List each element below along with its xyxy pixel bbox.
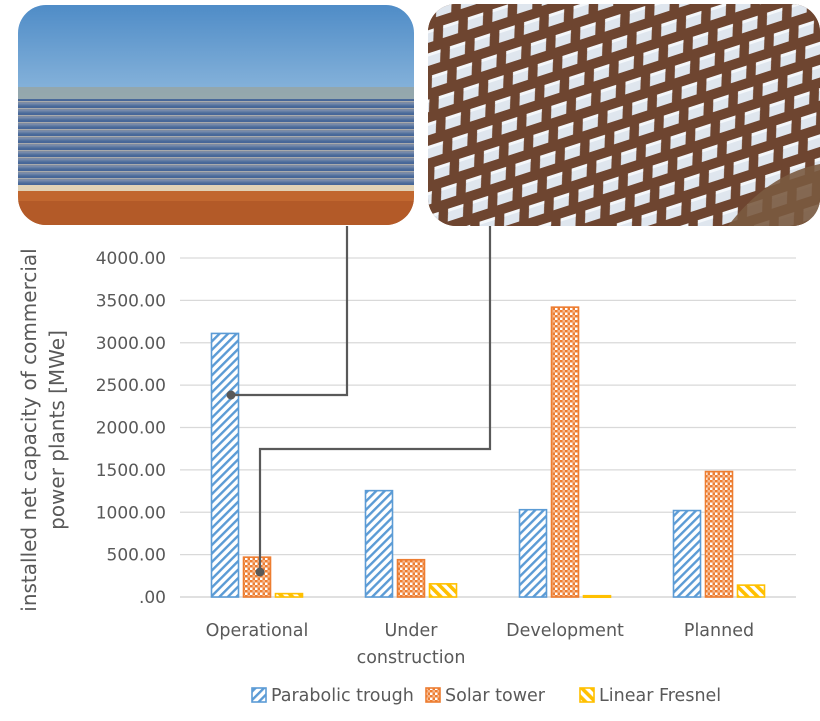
bar-parabolic-trough [518, 508, 548, 598]
legend-label-linear-fresnel: Linear Fresnel [599, 686, 721, 706]
bar-linear-fresnel [274, 592, 304, 598]
callout-line-solar-tower [258, 226, 492, 572]
callout-dot-solar-tower [255, 567, 265, 577]
solar-tower-photo [428, 4, 820, 226]
legend-label-solar-tower: Solar tower [445, 686, 546, 706]
legend-swatch-linear-fresnel [579, 687, 595, 703]
x-axis-categories: Operational Under construction Development P… [206, 621, 754, 668]
y-axis-title-line-2: power plants [MWe] [45, 330, 69, 530]
gridlines [180, 257, 796, 598]
bars [210, 306, 766, 599]
x-category-label: Development [506, 621, 624, 641]
legend-swatch-parabolic-trough [251, 687, 267, 703]
bar-solar-tower [242, 556, 272, 598]
y-tick-label: 4000.00 [96, 249, 166, 269]
x-category-label: Under [385, 621, 439, 641]
y-tick-label: 500.00 [107, 546, 166, 566]
bar-solar-tower [704, 470, 734, 598]
bar-linear-fresnel [428, 583, 458, 598]
photo-callouts [226, 226, 492, 577]
x-category-label: Operational [206, 621, 309, 641]
y-tick-label: .00 [139, 588, 166, 608]
bar-parabolic-trough [672, 509, 702, 598]
y-axis-title-line-1: installed net capacity of commercial [17, 248, 41, 611]
y-tick-label: 2000.00 [96, 419, 166, 439]
bar-linear-fresnel [736, 584, 766, 598]
bar-parabolic-trough [210, 332, 240, 598]
bar-solar-tower [550, 306, 580, 598]
y-tick-label: 2500.00 [96, 376, 166, 396]
y-tick-label: 1000.00 [96, 503, 166, 523]
y-tick-label: 1500.00 [96, 461, 166, 481]
bar-solar-tower [396, 558, 426, 598]
legend-swatch-solar-tower [425, 687, 441, 703]
bar-linear-fresnel [582, 594, 612, 599]
y-axis-ticks: .00 500.00 1000.00 1500.00 2000.00 2500.00 300… [96, 249, 166, 608]
y-axis-title: installed net capacity of commercial pow… [17, 248, 69, 611]
x-category-label: Planned [684, 621, 754, 641]
x-category-label: construction [357, 648, 466, 668]
y-tick-label: 3000.00 [96, 334, 166, 354]
y-tick-label: 3500.00 [96, 291, 166, 311]
parabolic-trough-photo [18, 5, 414, 225]
callout-line-parabolic-trough [231, 226, 349, 397]
legend: Parabolic trough Solar tower Linear Fresne… [251, 686, 721, 706]
legend-label-parabolic-trough: Parabolic trough [271, 686, 414, 706]
bar-parabolic-trough [364, 489, 394, 598]
callout-dot-parabolic-trough [226, 390, 236, 400]
